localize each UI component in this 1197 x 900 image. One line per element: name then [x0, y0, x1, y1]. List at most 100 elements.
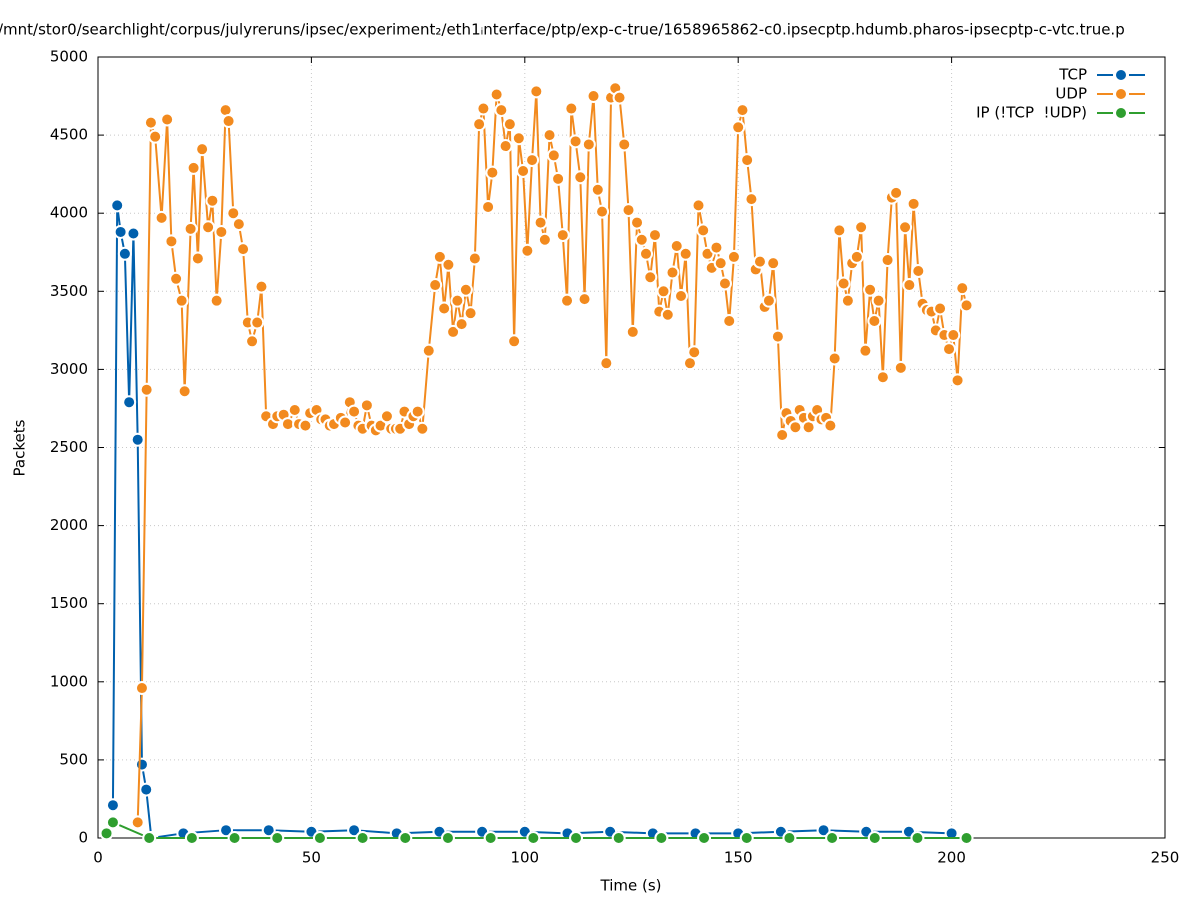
point — [766, 256, 781, 271]
point — [782, 831, 797, 845]
point — [647, 228, 662, 243]
point — [674, 288, 689, 303]
point — [955, 281, 970, 296]
point — [134, 681, 149, 696]
point — [298, 418, 313, 433]
point — [205, 193, 220, 208]
point — [560, 293, 575, 308]
point — [665, 265, 680, 280]
point — [529, 84, 544, 99]
point — [526, 831, 541, 845]
chart-title: /mnt/stor0/searchlight/corpus/julyreruns… — [0, 21, 1125, 39]
point — [726, 249, 741, 264]
point — [261, 823, 276, 838]
y-tick-label: 500 — [59, 750, 88, 768]
point — [110, 198, 125, 213]
point — [467, 251, 482, 266]
x-tick-label: 200 — [937, 849, 966, 867]
point — [586, 89, 601, 104]
legend-label: IP (!TCP !UDP) — [976, 104, 1087, 122]
point — [481, 199, 496, 214]
point — [485, 165, 500, 180]
point — [489, 87, 504, 102]
point — [134, 757, 149, 772]
series-line — [105, 821, 967, 839]
point — [827, 351, 842, 366]
point — [537, 232, 552, 247]
point — [761, 293, 776, 308]
point — [219, 823, 234, 838]
point — [398, 831, 413, 845]
point — [788, 420, 803, 435]
point — [472, 117, 487, 132]
point — [142, 831, 157, 845]
point — [236, 242, 251, 257]
point — [174, 293, 189, 308]
point — [347, 823, 362, 838]
point — [880, 253, 895, 268]
point — [599, 356, 614, 371]
point — [858, 343, 873, 358]
point — [520, 243, 535, 258]
point — [621, 203, 636, 218]
point — [717, 276, 732, 291]
point — [959, 298, 974, 313]
point — [441, 257, 456, 272]
point — [226, 206, 241, 221]
point — [617, 137, 632, 152]
point — [254, 279, 269, 294]
point — [130, 815, 145, 830]
point — [533, 215, 548, 230]
point — [950, 373, 965, 388]
point — [458, 282, 473, 297]
point — [630, 215, 645, 230]
y-tick-label: 2500 — [50, 438, 88, 456]
point — [875, 370, 890, 385]
y-tick-label: 4500 — [50, 126, 88, 144]
point — [713, 256, 728, 271]
point — [731, 120, 746, 135]
point — [516, 164, 531, 179]
point — [863, 282, 878, 297]
point — [577, 292, 592, 307]
point — [190, 251, 205, 266]
point — [525, 153, 540, 168]
point — [359, 398, 374, 413]
point — [840, 293, 855, 308]
point — [867, 831, 882, 845]
point — [463, 306, 478, 321]
point — [130, 432, 145, 447]
point — [99, 826, 114, 841]
point — [871, 293, 886, 308]
point — [709, 240, 724, 255]
point — [691, 198, 706, 213]
point — [421, 343, 436, 358]
legend-swatch — [1114, 68, 1128, 82]
x-tick-label: 50 — [302, 849, 321, 867]
y-tick-label: 1000 — [50, 672, 88, 690]
point — [639, 246, 654, 261]
point — [660, 307, 675, 322]
point — [105, 815, 120, 830]
point — [581, 137, 596, 152]
point — [195, 142, 210, 157]
point — [498, 139, 513, 154]
point — [902, 278, 917, 293]
point — [126, 226, 141, 241]
point — [214, 224, 229, 239]
point — [446, 324, 461, 339]
point — [428, 278, 443, 293]
point — [450, 293, 465, 308]
point — [625, 324, 640, 339]
point — [595, 204, 610, 219]
point — [696, 223, 711, 238]
point — [555, 228, 570, 243]
point — [893, 360, 908, 375]
point — [832, 223, 847, 238]
point — [612, 90, 627, 105]
point — [816, 823, 831, 838]
point — [823, 418, 838, 433]
point — [849, 249, 864, 264]
point — [122, 395, 137, 410]
point — [542, 128, 557, 143]
